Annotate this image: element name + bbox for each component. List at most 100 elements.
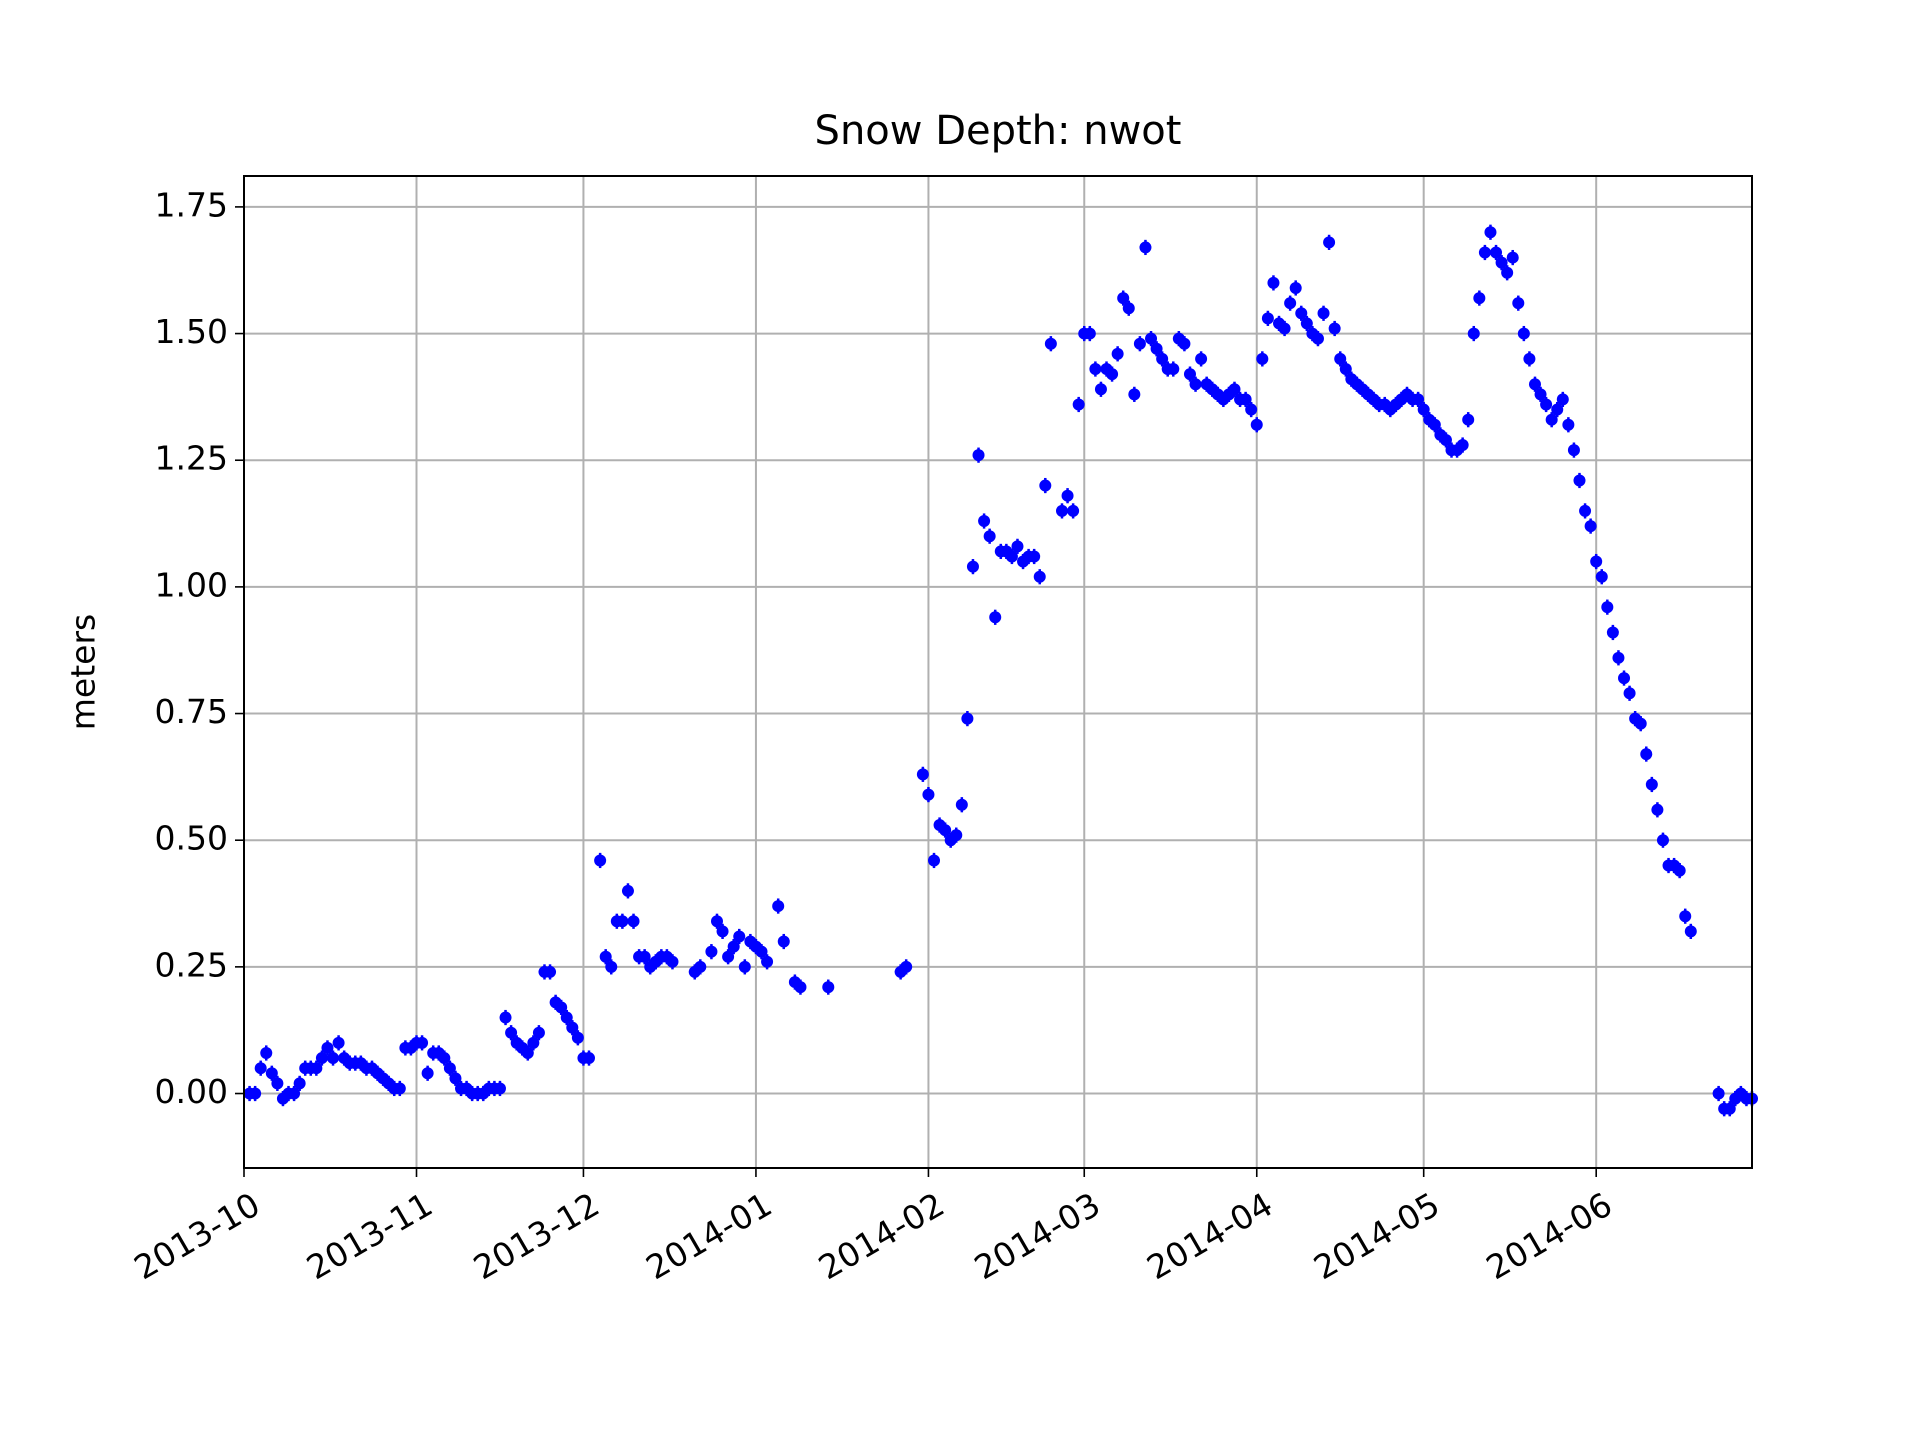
data-point <box>1723 1102 1736 1115</box>
y-tick-label: 1.25 <box>155 439 228 478</box>
data-point <box>521 1046 534 1059</box>
x-tick-label: 2014-01 <box>639 1185 778 1288</box>
data-point <box>1417 403 1430 416</box>
data-point <box>1289 281 1302 294</box>
data-point <box>1133 337 1146 350</box>
data-point <box>594 854 607 867</box>
data-point <box>1122 302 1135 315</box>
data-point <box>1579 504 1592 517</box>
data-point <box>1517 327 1530 340</box>
data-point <box>710 915 723 928</box>
data-point <box>1601 601 1614 614</box>
data-point <box>1640 748 1653 761</box>
data-point <box>1634 717 1647 730</box>
data-point <box>1501 266 1514 279</box>
data-point <box>777 935 790 948</box>
data-point <box>755 945 768 958</box>
data-point <box>449 1072 462 1085</box>
data-point <box>738 960 751 973</box>
data-point <box>1567 444 1580 457</box>
data-point <box>1250 418 1263 431</box>
data-point <box>1490 246 1503 259</box>
data-point <box>532 1026 545 1039</box>
data-point <box>900 960 913 973</box>
chart-title: Snow Depth: nwot <box>815 108 1182 154</box>
data-point <box>1651 803 1664 816</box>
data-point <box>733 930 746 943</box>
y-tick-label: 1.75 <box>155 185 228 224</box>
data-point <box>1033 570 1046 583</box>
data-point <box>1072 398 1085 411</box>
y-tick-label: 1.00 <box>155 565 228 604</box>
data-point <box>1106 368 1119 381</box>
data-point <box>966 560 979 573</box>
data-point <box>1228 383 1241 396</box>
grid <box>243 176 1752 1168</box>
data-point <box>315 1052 328 1065</box>
data-point <box>1278 322 1291 335</box>
data-point <box>727 940 740 953</box>
data-point <box>1495 256 1508 269</box>
data-point <box>978 515 991 528</box>
data-point <box>1679 910 1692 923</box>
data-point <box>1145 332 1158 345</box>
data-point <box>1528 378 1541 391</box>
data-point <box>666 955 679 968</box>
y-tick-label: 0.25 <box>155 945 228 984</box>
data-point <box>722 950 735 963</box>
data-point <box>1656 834 1669 847</box>
data-point <box>1323 236 1336 249</box>
data-point <box>1473 292 1486 305</box>
data-point <box>499 1011 512 1024</box>
data-point <box>616 915 629 928</box>
data-point <box>716 925 729 938</box>
data-point <box>1267 276 1280 289</box>
data-point <box>1562 418 1575 431</box>
data-point <box>1534 388 1547 401</box>
data-point <box>694 960 707 973</box>
data-point <box>1612 651 1625 664</box>
data-point <box>1117 292 1130 305</box>
x-tick-label: 2014-02 <box>812 1185 951 1288</box>
data-point <box>1673 864 1686 877</box>
x-tick-label: 2014-06 <box>1480 1185 1619 1288</box>
data-point <box>327 1052 340 1065</box>
data-point <box>939 824 952 837</box>
data-point <box>544 965 557 978</box>
data-point <box>1712 1087 1725 1100</box>
data-point <box>1334 352 1347 365</box>
data-point <box>638 950 651 963</box>
data-point <box>310 1062 323 1075</box>
data-point <box>1311 332 1324 345</box>
data-point <box>1456 439 1469 452</box>
data-point <box>416 1036 429 1049</box>
data-point <box>916 768 929 781</box>
x-tick-label: 2013-10 <box>127 1185 266 1288</box>
data-point <box>1028 550 1041 563</box>
data-point <box>1055 504 1068 517</box>
data-point <box>1011 540 1024 553</box>
data-point <box>627 915 640 928</box>
y-tick-label: 0.50 <box>155 819 228 858</box>
data-point <box>1328 322 1341 335</box>
data-point <box>1595 570 1608 583</box>
data-point <box>1189 378 1202 391</box>
data-point <box>961 712 974 725</box>
data-point <box>1295 307 1308 320</box>
data-point <box>1573 474 1586 487</box>
data-point <box>599 950 612 963</box>
data-point <box>1083 327 1096 340</box>
data-point <box>1317 307 1330 320</box>
data-point <box>260 1046 273 1059</box>
data-point <box>1551 403 1564 416</box>
data-point <box>1005 550 1018 563</box>
data-point <box>1428 418 1441 431</box>
data-point <box>1467 327 1480 340</box>
data-point <box>555 1001 568 1014</box>
data-point <box>421 1067 434 1080</box>
data-point <box>794 981 807 994</box>
data-point <box>989 611 1002 624</box>
data-point <box>950 829 963 842</box>
data-point <box>1412 393 1425 406</box>
